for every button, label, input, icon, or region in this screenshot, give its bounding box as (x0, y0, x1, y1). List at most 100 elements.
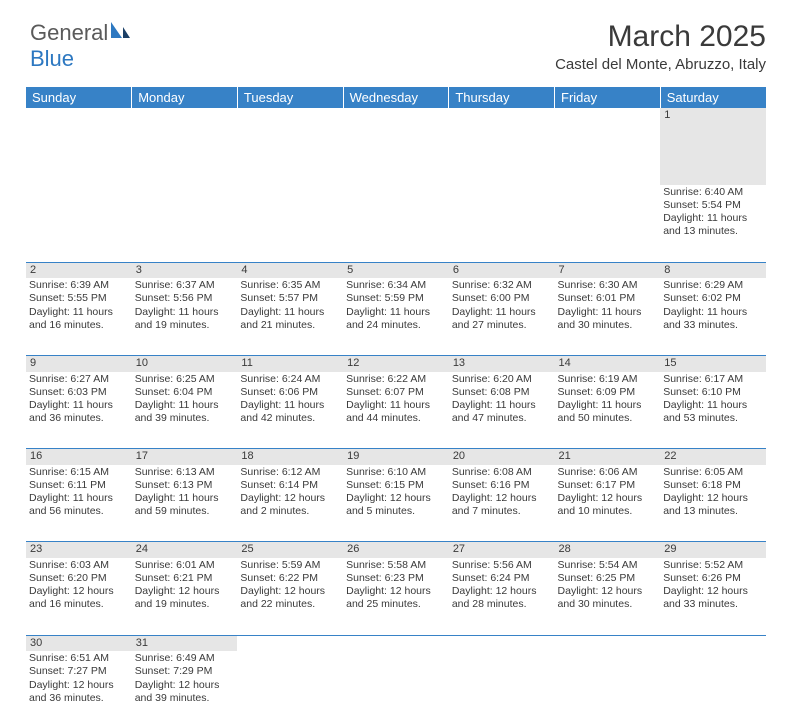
day-number-cell: 11 (237, 355, 343, 371)
day-number-cell: 13 (449, 355, 555, 371)
day-detail-cell: Sunrise: 6:34 AMSunset: 5:59 PMDaylight:… (343, 278, 449, 355)
day-number-cell: 30 (26, 635, 132, 651)
day-header: Saturday (660, 87, 766, 108)
day-number-cell: 7 (555, 262, 661, 278)
day-header: Monday (132, 87, 238, 108)
daylight-line: Daylight: 12 hours and 22 minutes. (240, 585, 340, 611)
daylight-line: Daylight: 12 hours and 28 minutes. (452, 585, 552, 611)
day-number-cell: 27 (449, 542, 555, 558)
sunrise-line: Sunrise: 6:37 AM (135, 279, 235, 292)
day-number-cell: 4 (237, 262, 343, 278)
day-detail-cell (449, 185, 555, 262)
logo-part1: General (30, 20, 108, 45)
sunset-line: Sunset: 5:55 PM (29, 292, 129, 305)
day-number-cell (237, 108, 343, 185)
day-detail-cell (555, 651, 661, 728)
day-header: Wednesday (343, 87, 449, 108)
day-detail-cell: Sunrise: 6:30 AMSunset: 6:01 PMDaylight:… (555, 278, 661, 355)
day-detail-cell: Sunrise: 6:25 AMSunset: 6:04 PMDaylight:… (132, 372, 238, 449)
day-detail-cell: Sunrise: 6:08 AMSunset: 6:16 PMDaylight:… (449, 465, 555, 542)
day-number-cell: 15 (660, 355, 766, 371)
day-number-cell: 6 (449, 262, 555, 278)
logo-part2: Blue (30, 46, 74, 71)
day-detail-cell (660, 651, 766, 728)
sunrise-line: Sunrise: 6:10 AM (346, 466, 446, 479)
sunset-line: Sunset: 6:13 PM (135, 479, 235, 492)
day-number-cell: 20 (449, 449, 555, 465)
day-detail-cell: Sunrise: 6:15 AMSunset: 6:11 PMDaylight:… (26, 465, 132, 542)
sunrise-line: Sunrise: 6:19 AM (558, 373, 658, 386)
day-number-cell (343, 635, 449, 651)
day-detail-cell: Sunrise: 5:58 AMSunset: 6:23 PMDaylight:… (343, 558, 449, 635)
day-detail-cell: Sunrise: 6:37 AMSunset: 5:56 PMDaylight:… (132, 278, 238, 355)
sunset-line: Sunset: 6:26 PM (663, 572, 763, 585)
day-header: Sunday (26, 87, 132, 108)
day-number-cell: 31 (132, 635, 238, 651)
sunrise-line: Sunrise: 6:13 AM (135, 466, 235, 479)
day-number-cell: 26 (343, 542, 449, 558)
daylight-line: Daylight: 12 hours and 19 minutes. (135, 585, 235, 611)
sunset-line: Sunset: 6:07 PM (346, 386, 446, 399)
sunrise-line: Sunrise: 6:03 AM (29, 559, 129, 572)
logo-text: GeneralBlue (30, 20, 131, 72)
sunset-line: Sunset: 6:08 PM (452, 386, 552, 399)
day-detail-cell (343, 185, 449, 262)
sunrise-line: Sunrise: 6:20 AM (452, 373, 552, 386)
sunrise-line: Sunrise: 6:01 AM (135, 559, 235, 572)
day-number-cell: 21 (555, 449, 661, 465)
sunrise-line: Sunrise: 6:32 AM (452, 279, 552, 292)
daylight-line: Daylight: 12 hours and 5 minutes. (346, 492, 446, 518)
daylight-line: Daylight: 11 hours and 33 minutes. (663, 306, 763, 332)
daylight-line: Daylight: 11 hours and 50 minutes. (558, 399, 658, 425)
day-detail-cell (555, 185, 661, 262)
sunset-line: Sunset: 6:15 PM (346, 479, 446, 492)
day-number-cell (449, 108, 555, 185)
daylight-line: Daylight: 12 hours and 10 minutes. (558, 492, 658, 518)
day-number-cell (237, 635, 343, 651)
daylight-line: Daylight: 11 hours and 27 minutes. (452, 306, 552, 332)
daylight-line: Daylight: 11 hours and 19 minutes. (135, 306, 235, 332)
daynum-row: 2345678 (26, 262, 766, 278)
day-header-row: SundayMondayTuesdayWednesdayThursdayFrid… (26, 87, 766, 108)
sunset-line: Sunset: 6:01 PM (558, 292, 658, 305)
day-detail-cell: Sunrise: 6:24 AMSunset: 6:06 PMDaylight:… (237, 372, 343, 449)
sunrise-line: Sunrise: 6:08 AM (452, 466, 552, 479)
day-detail-cell (237, 185, 343, 262)
daylight-line: Daylight: 11 hours and 36 minutes. (29, 399, 129, 425)
sunrise-line: Sunrise: 6:51 AM (29, 652, 129, 665)
logo: GeneralBlue (30, 20, 131, 72)
sunset-line: Sunset: 6:10 PM (663, 386, 763, 399)
day-detail-cell: Sunrise: 6:39 AMSunset: 5:55 PMDaylight:… (26, 278, 132, 355)
sunrise-line: Sunrise: 6:17 AM (663, 373, 763, 386)
daynum-row: 16171819202122 (26, 449, 766, 465)
day-detail-cell (343, 651, 449, 728)
daylight-line: Daylight: 12 hours and 33 minutes. (663, 585, 763, 611)
day-detail-cell: Sunrise: 6:35 AMSunset: 5:57 PMDaylight:… (237, 278, 343, 355)
day-number-cell (660, 635, 766, 651)
day-detail-cell: Sunrise: 6:32 AMSunset: 6:00 PMDaylight:… (449, 278, 555, 355)
sunset-line: Sunset: 6:14 PM (240, 479, 340, 492)
sunrise-line: Sunrise: 5:52 AM (663, 559, 763, 572)
sunrise-line: Sunrise: 6:34 AM (346, 279, 446, 292)
daylight-line: Daylight: 11 hours and 44 minutes. (346, 399, 446, 425)
sunset-line: Sunset: 6:22 PM (240, 572, 340, 585)
sunrise-line: Sunrise: 6:30 AM (558, 279, 658, 292)
daylight-line: Daylight: 11 hours and 30 minutes. (558, 306, 658, 332)
day-number-cell: 2 (26, 262, 132, 278)
sunrise-line: Sunrise: 6:49 AM (135, 652, 235, 665)
day-number-cell: 10 (132, 355, 238, 371)
day-detail-cell: Sunrise: 5:52 AMSunset: 6:26 PMDaylight:… (660, 558, 766, 635)
day-number-cell (555, 108, 661, 185)
sunset-line: Sunset: 6:02 PM (663, 292, 763, 305)
sunset-line: Sunset: 6:21 PM (135, 572, 235, 585)
day-detail-cell (449, 651, 555, 728)
sunrise-line: Sunrise: 6:35 AM (240, 279, 340, 292)
day-detail-cell: Sunrise: 6:01 AMSunset: 6:21 PMDaylight:… (132, 558, 238, 635)
detail-row: Sunrise: 6:27 AMSunset: 6:03 PMDaylight:… (26, 372, 766, 449)
location: Castel del Monte, Abruzzo, Italy (555, 56, 766, 73)
day-detail-cell: Sunrise: 6:03 AMSunset: 6:20 PMDaylight:… (26, 558, 132, 635)
sunset-line: Sunset: 6:04 PM (135, 386, 235, 399)
day-number-cell: 23 (26, 542, 132, 558)
daylight-line: Daylight: 11 hours and 39 minutes. (135, 399, 235, 425)
day-detail-cell: Sunrise: 5:54 AMSunset: 6:25 PMDaylight:… (555, 558, 661, 635)
